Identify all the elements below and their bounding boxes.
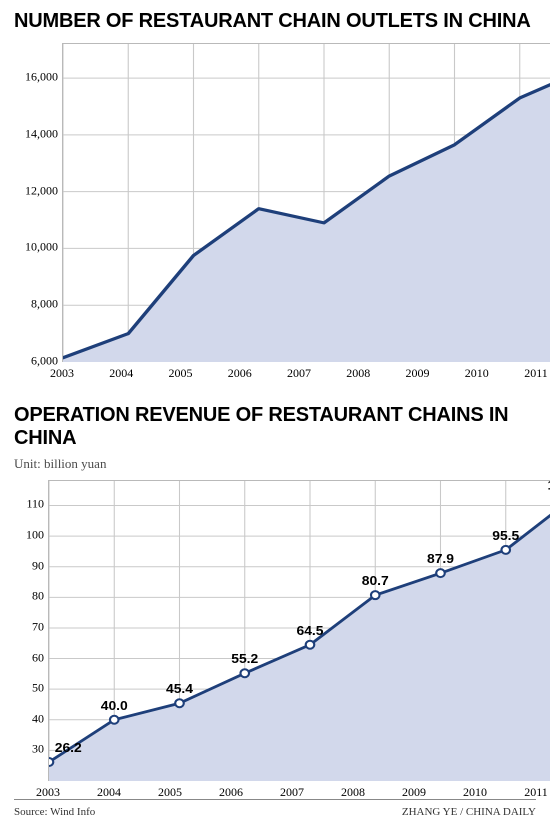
chart2-yaxis: 30 40 50 60 70 80 90 100 110 [14, 480, 48, 780]
svg-text:55.2: 55.2 [231, 652, 258, 666]
xtick-label: 2004 [97, 785, 121, 800]
chart2-subtitle: Unit: billion yuan [14, 456, 536, 472]
xtick-label: 2008 [341, 785, 365, 800]
svg-text:40.0: 40.0 [101, 698, 128, 712]
xtick-label: 2010 [463, 785, 487, 800]
svg-text:64.5: 64.5 [296, 623, 324, 637]
chart2-xaxis: 200320042005200620072008200920102011 [48, 781, 550, 799]
chart1-title: NUMBER OF RESTAURANT CHAIN OUTLETS IN CH… [14, 10, 536, 33]
svg-text:45.4: 45.4 [166, 682, 194, 696]
ytick-label: 30 [32, 742, 44, 757]
ytick-label: 100 [26, 528, 44, 543]
ytick-label: 12,000 [25, 183, 58, 198]
svg-text:95.5: 95.5 [492, 528, 520, 542]
xtick-label: 2006 [219, 785, 243, 800]
xtick-label: 2003 [36, 785, 60, 800]
source-label: Source: Wind Info [14, 806, 95, 818]
svg-text:26.2: 26.2 [55, 740, 82, 754]
ytick-label: 50 [32, 681, 44, 696]
credit-label: ZHANG YE / CHINA DAILY [402, 806, 536, 818]
ytick-label: 10,000 [25, 240, 58, 255]
ytick-label: 60 [32, 650, 44, 665]
ytick-label: 110 [26, 497, 44, 512]
ytick-label: 70 [32, 619, 44, 634]
chart2-plot: 26.240.045.455.264.580.787.995.5112.0 [48, 480, 550, 781]
ytick-label: 80 [32, 589, 44, 604]
xtick-label: 2005 [169, 366, 193, 381]
page: { "chart1": { "title": "NUMBER OF RESTAU… [0, 0, 550, 826]
ytick-label: 90 [32, 558, 44, 573]
ytick-label: 8,000 [31, 297, 58, 312]
svg-text:87.9: 87.9 [427, 552, 454, 566]
chart-outlets: NUMBER OF RESTAURANT CHAIN OUTLETS IN CH… [14, 10, 536, 390]
chart2-title: OPERATION REVENUE OF RESTAURANT CHAINS I… [14, 404, 536, 450]
xtick-label: 2007 [287, 366, 311, 381]
ytick-label: 14,000 [25, 126, 58, 141]
xtick-label: 2005 [158, 785, 182, 800]
xtick-label: 2007 [280, 785, 304, 800]
chart1-xaxis: 200320042005200620072008200920102011 [62, 362, 550, 380]
ytick-label: 40 [32, 711, 44, 726]
chart1-plot [62, 43, 550, 362]
footer: Source: Wind Info ZHANG YE / CHINA DAILY [14, 799, 536, 818]
xtick-label: 2010 [465, 366, 489, 381]
xtick-label: 2003 [50, 366, 74, 381]
xtick-label: 2004 [109, 366, 133, 381]
chart-revenue: OPERATION REVENUE OF RESTAURANT CHAINS I… [14, 404, 536, 784]
xtick-label: 2011 [524, 785, 548, 800]
xtick-label: 2011 [524, 366, 548, 381]
svg-text:80.7: 80.7 [362, 574, 389, 588]
ytick-label: 16,000 [25, 70, 58, 85]
xtick-label: 2008 [346, 366, 370, 381]
xtick-label: 2006 [228, 366, 252, 381]
xtick-label: 2009 [406, 366, 430, 381]
chart1-yaxis: 6,0008,00010,00012,00014,00016,000 [14, 43, 62, 361]
xtick-label: 2009 [402, 785, 426, 800]
